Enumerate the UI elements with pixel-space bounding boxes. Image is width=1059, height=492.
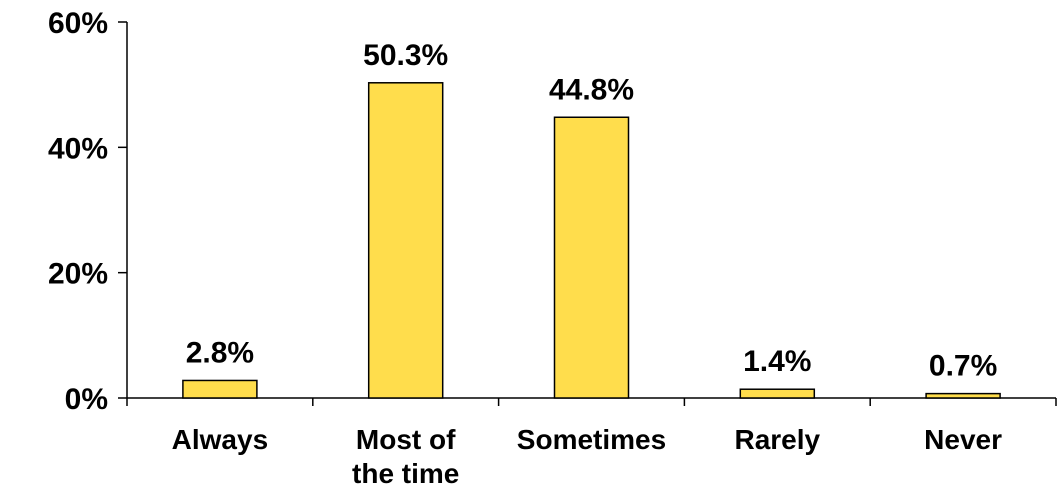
- y-tick-label: 40%: [48, 132, 108, 165]
- bar: [182, 379, 258, 399]
- category-label: Rarely: [734, 424, 820, 455]
- data-label: 1.4%: [743, 345, 811, 378]
- y-tick-label: 20%: [48, 258, 108, 291]
- bar: [739, 388, 816, 399]
- data-label: 0.7%: [929, 350, 997, 383]
- category-label: the time: [352, 458, 459, 489]
- data-label: 44.8%: [549, 73, 634, 106]
- category-label: Never: [924, 424, 1002, 455]
- y-tick-label: 60%: [48, 7, 108, 40]
- y-tick-label: 0%: [65, 383, 108, 416]
- data-label: 50.3%: [363, 39, 448, 72]
- category-label: Most of: [356, 424, 456, 455]
- bar: [925, 392, 1001, 399]
- bar: [367, 82, 444, 399]
- category-label: Always: [172, 424, 269, 455]
- category-label: Sometimes: [517, 424, 666, 455]
- data-label: 2.8%: [186, 336, 254, 369]
- bar: [553, 116, 630, 399]
